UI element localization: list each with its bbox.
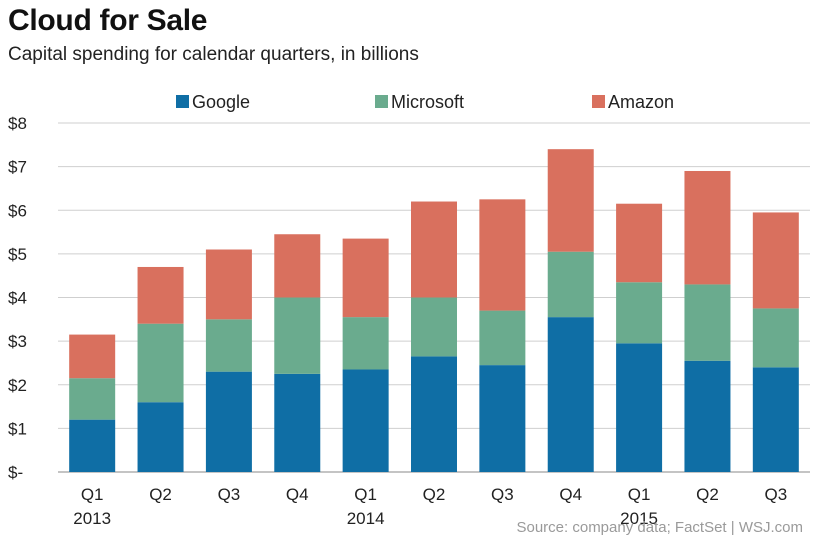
bar-amazon [547, 149, 594, 252]
bar-amazon [342, 238, 389, 318]
bar-google [342, 369, 389, 472]
bar-google [205, 371, 252, 472]
bar-microsoft [69, 378, 116, 420]
bar-microsoft [684, 284, 731, 361]
bar-microsoft [616, 282, 663, 344]
source-note: Source: company data; FactSet | WSJ.com [516, 519, 803, 536]
bar-amazon [684, 170, 731, 285]
bar-microsoft [479, 310, 526, 366]
bar-microsoft [342, 317, 389, 370]
x-tick-label: Q4 [559, 485, 582, 504]
bar-google [752, 367, 799, 472]
x-tick-label: Q1 [354, 485, 377, 504]
legend-swatch-microsoft [375, 95, 388, 108]
bar-google [479, 365, 526, 472]
x-tick-label: Q3 [218, 485, 241, 504]
y-tick-label: $6 [8, 201, 27, 220]
bar-amazon [69, 334, 116, 379]
x-tick-label: Q2 [696, 485, 719, 504]
chart-subtitle: Capital spending for calendar quarters, … [8, 44, 419, 65]
x-tick-label: Q3 [491, 485, 514, 504]
x-tick-label: Q2 [423, 485, 446, 504]
bar-amazon [137, 266, 184, 324]
bar-microsoft [137, 323, 184, 403]
bar-google [616, 343, 663, 472]
x-tick-label: Q2 [149, 485, 172, 504]
y-tick-label: $3 [8, 332, 27, 351]
bar-microsoft [411, 297, 457, 357]
y-tick-label: $7 [8, 158, 27, 177]
bar-google [684, 360, 731, 472]
bar-amazon [752, 212, 799, 309]
legend-label-google: Google [192, 92, 250, 112]
bar-google [411, 356, 457, 472]
x-tick-label: Q3 [764, 485, 787, 504]
bar-google [274, 373, 321, 472]
bar-amazon [274, 234, 321, 298]
bar-google [69, 419, 116, 472]
y-tick-label: $8 [8, 114, 27, 133]
bar-microsoft [547, 251, 594, 318]
legend-label-microsoft: Microsoft [391, 92, 464, 112]
legend-swatch-amazon [592, 95, 605, 108]
bar-amazon [411, 201, 457, 298]
bar-amazon [205, 249, 252, 320]
legend-swatch-google [176, 95, 189, 108]
bar-amazon [616, 203, 663, 283]
bar-google [547, 317, 594, 472]
y-tick-label: $1 [8, 419, 27, 438]
x-tick-label: Q4 [286, 485, 309, 504]
bar-microsoft [274, 297, 321, 374]
y-tick-label: $2 [8, 376, 27, 395]
bar-google [137, 402, 184, 472]
y-tick-label: $5 [8, 245, 27, 264]
y-tick-label: $4 [8, 289, 27, 308]
x-tick-label: Q1 [81, 485, 104, 504]
bar-microsoft [205, 319, 252, 372]
x-tick-label: 2013 [73, 509, 111, 528]
legend-label-amazon: Amazon [608, 92, 674, 112]
bar-microsoft [752, 308, 799, 368]
y-tick-label: $- [8, 463, 23, 482]
chart-title: Cloud for Sale [8, 4, 208, 37]
x-tick-label: 2015 [620, 509, 658, 528]
bar-amazon [479, 199, 526, 311]
x-tick-label: Q1 [628, 485, 651, 504]
x-tick-label: 2014 [347, 509, 385, 528]
